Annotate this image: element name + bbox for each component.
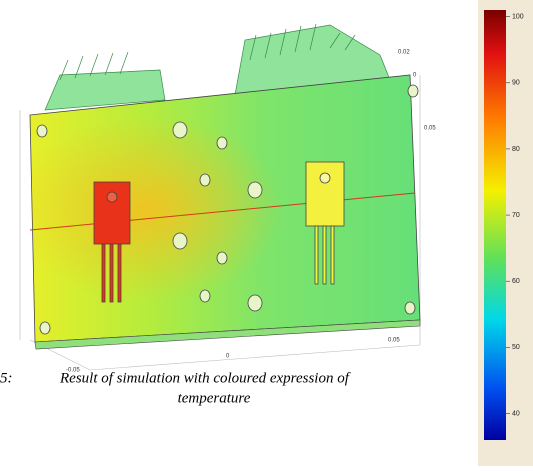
colorbar-tick-label: 80 bbox=[512, 146, 520, 153]
axis-label: 0.02 bbox=[398, 50, 410, 56]
colorbar-tick-label: 50 bbox=[512, 344, 520, 351]
axis-label: 0.05 bbox=[388, 338, 400, 344]
colorbar-tick-label: 100 bbox=[512, 13, 524, 20]
axis-label: 0 bbox=[413, 73, 417, 79]
colorbar-tick-label: 40 bbox=[512, 410, 520, 417]
caption-line: Result of simulation with coloured expre… bbox=[59, 370, 351, 386]
plate-heat bbox=[30, 75, 420, 342]
figure: 0.0200.050.050-0.051009080706050405:Resu… bbox=[0, 0, 533, 466]
colorbar-tick-label: 90 bbox=[512, 80, 520, 87]
colorbar bbox=[484, 10, 506, 440]
axis-label: 0 bbox=[226, 354, 230, 360]
caption-number: 5: bbox=[0, 370, 13, 386]
colorbar-tick-label: 60 bbox=[512, 278, 520, 285]
page: 0.0200.050.050-0.051009080706050405:Resu… bbox=[0, 0, 533, 466]
caption-line: temperature bbox=[178, 390, 251, 406]
colorbar-tick-label: 70 bbox=[512, 212, 520, 219]
axis-label: 0.05 bbox=[424, 126, 436, 132]
